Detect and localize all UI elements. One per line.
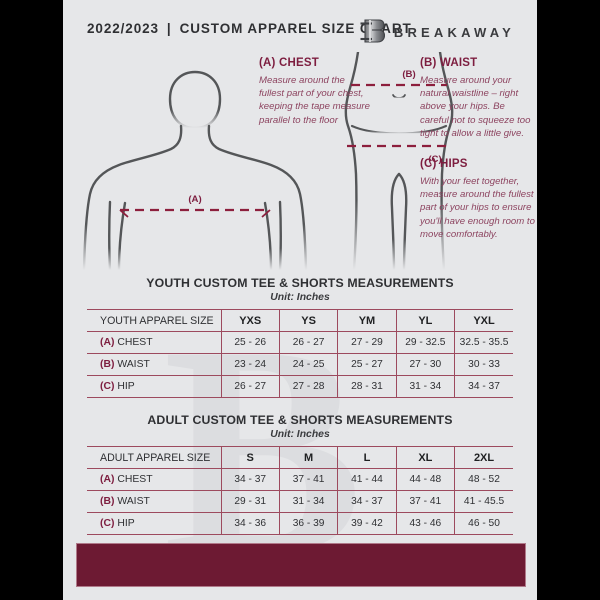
- measurement-cell: 39 - 42: [337, 512, 397, 535]
- adult-size-header-m: M: [278, 446, 339, 469]
- adult-size-table: ADULT APPAREL SIZE S M L XL 2XL (A) CHEST 34 - …: [87, 446, 513, 535]
- adult-size-column-header: ADULT APPAREL SIZE: [87, 446, 222, 469]
- youth-header-row: YOUTH APPAREL SIZE YXS YS YM YL YXL: [87, 309, 513, 332]
- youth-unit-label: Unit: Inches: [270, 292, 330, 303]
- measurement-cell: 31 - 34: [278, 490, 339, 513]
- table-row: (C) HIP 26 - 27 27 - 28 28 - 31 31 - 34 34 - …: [87, 375, 513, 398]
- table-row: (B) WAIST 29 - 31 31 - 34 34 - 37 37 - 41 41 …: [87, 490, 513, 513]
- callout-hips: (C) HIPS With your feet together, measur…: [420, 158, 537, 241]
- adult-row-label-hip: (C) HIP: [87, 512, 222, 535]
- footer-bar: [76, 543, 526, 587]
- header-separator: |: [166, 21, 172, 36]
- callout-waist: (B) WAIST Measure around your natural wa…: [420, 57, 536, 140]
- size-chart-page: B 2022/2023 | CUSTOM APPAREL SIZE CHART: [63, 0, 537, 600]
- table-row: (B) WAIST 23 - 24 24 - 25 25 - 27 27 - 30 30 …: [87, 353, 513, 376]
- measurement-cell: 26 - 27: [278, 331, 339, 354]
- adult-unit-label: Unit: Inches: [270, 429, 330, 440]
- adult-size-header-xl: XL: [395, 446, 456, 469]
- measurement-cell: 30 - 33: [454, 353, 513, 376]
- adult-row-label-chest: (A) CHEST: [87, 468, 222, 491]
- adult-size-header-l: L: [337, 446, 397, 469]
- measurement-cell: 32.5 - 35.5: [454, 331, 513, 354]
- adult-header-row: ADULT APPAREL SIZE S M L XL 2XL: [87, 446, 513, 469]
- page-title: CUSTOM APPAREL SIZE CHART: [179, 21, 412, 36]
- table-row: (A) CHEST 25 - 26 26 - 27 27 - 29 29 - 32.5 3…: [87, 331, 513, 354]
- body-figures-illustration: (A) (B): [82, 52, 454, 270]
- callout-waist-body: Measure around your natural waistline – …: [420, 75, 531, 139]
- measurement-cell: 34 - 37: [220, 468, 280, 491]
- chest-marker-label: (A): [188, 194, 201, 205]
- youth-row-label-hip: (C) HIP: [87, 375, 222, 398]
- row-marker: (A): [100, 337, 115, 348]
- youth-section-title: YOUTH CUSTOM TEE & SHORTS MEASUREMENTS: [146, 276, 454, 290]
- measurement-cell: 31 - 34: [395, 375, 456, 398]
- youth-size-header-yxs: YXS: [220, 309, 280, 332]
- youth-size-table: YOUTH APPAREL SIZE YXS YS YM YL YXL (A) CHEST 2…: [87, 309, 513, 398]
- row-marker: (C): [100, 381, 115, 392]
- adult-size-header-s: S: [220, 446, 280, 469]
- torso-figure: [82, 70, 308, 270]
- callout-waist-title: (B) WAIST: [420, 57, 478, 69]
- measurement-cell: 41 - 45.5: [454, 490, 513, 513]
- header-title-group: 2022/2023 | CUSTOM APPAREL SIZE CHART: [87, 21, 412, 36]
- callout-chest-title: (A) CHEST: [259, 57, 319, 69]
- row-marker: (B): [100, 496, 115, 507]
- measurement-cell: 27 - 28: [278, 375, 339, 398]
- adult-size-header-2xl: 2XL: [454, 446, 513, 469]
- measurement-cell: 41 - 44: [337, 468, 397, 491]
- table-row: (C) HIP 34 - 36 36 - 39 39 - 42 43 - 46 46 - …: [87, 512, 513, 535]
- measurement-cell: 29 - 31: [220, 490, 280, 513]
- youth-size-column-header: YOUTH APPAREL SIZE: [87, 309, 222, 332]
- measurement-cell: 46 - 50: [454, 512, 513, 535]
- adult-row-label-waist: (B) WAIST: [87, 490, 222, 513]
- measurement-cell: 25 - 27: [337, 353, 397, 376]
- callout-hips-title: (C) HIPS: [420, 158, 468, 170]
- measurement-cell: 28 - 31: [337, 375, 397, 398]
- brand-name: BREAKAWAY: [393, 24, 515, 40]
- measurement-cell: 25 - 26: [220, 331, 280, 354]
- hips-marker-label: (C): [428, 154, 441, 165]
- youth-size-header-yl: YL: [395, 309, 456, 332]
- measurement-cell: 43 - 46: [395, 512, 456, 535]
- youth-size-header-yxl: YXL: [454, 309, 513, 332]
- row-marker: (A): [100, 474, 115, 485]
- callout-chest-body: Measure around the fullest part of your …: [259, 75, 370, 126]
- measurement-cell: 24 - 25: [278, 353, 339, 376]
- measurement-cell: 29 - 32.5: [395, 331, 456, 354]
- adult-section-title: ADULT CUSTOM TEE & SHORTS MEASUREMENTS: [147, 413, 453, 427]
- row-marker: (C): [100, 518, 115, 529]
- youth-row-label-chest: (A) CHEST: [87, 331, 222, 354]
- youth-row-label-waist: (B) WAIST: [87, 353, 222, 376]
- waist-marker-label: (B): [402, 69, 415, 80]
- measurement-cell: 34 - 37: [454, 375, 513, 398]
- youth-size-header-ym: YM: [337, 309, 397, 332]
- measurement-cell: 48 - 52: [454, 468, 513, 491]
- measurement-cell: 34 - 37: [337, 490, 397, 513]
- measurement-diagram: (A) (B): [63, 52, 537, 270]
- measurement-cell: 27 - 29: [337, 331, 397, 354]
- brand-lockup: BREAKAWAY: [359, 17, 515, 47]
- measurement-cell: 34 - 36: [220, 512, 280, 535]
- callout-hips-body: With your feet together, measure around …: [420, 176, 535, 240]
- breakaway-b-monogram-icon: [360, 19, 385, 43]
- measurement-cell: 44 - 48: [395, 468, 456, 491]
- header-season: 2022/2023: [87, 21, 159, 36]
- hips-figure: [344, 52, 454, 270]
- measurement-cell: 27 - 30: [395, 353, 456, 376]
- measurement-cell: 36 - 39: [278, 512, 339, 535]
- row-marker: (B): [100, 359, 115, 370]
- page-header: 2022/2023 | CUSTOM APPAREL SIZE CHART B: [63, 0, 537, 58]
- measurement-cell: 23 - 24: [220, 353, 280, 376]
- chest-measure-line: [119, 208, 271, 218]
- measurement-cell: 26 - 27: [220, 375, 280, 398]
- table-row: (A) CHEST 34 - 37 37 - 41 41 - 44 44 - 48 48 …: [87, 468, 513, 491]
- callout-chest: (A) CHEST Measure around the fullest par…: [259, 57, 371, 127]
- measurement-cell: 37 - 41: [395, 490, 456, 513]
- youth-size-header-ys: YS: [278, 309, 339, 332]
- measurement-cell: 37 - 41: [278, 468, 339, 491]
